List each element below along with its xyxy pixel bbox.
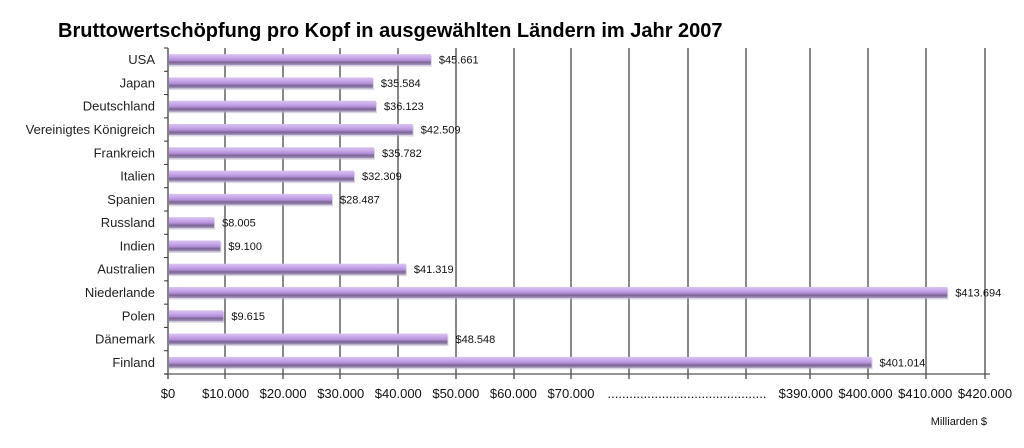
category-label: USA: [128, 52, 155, 67]
x-tick-label: $60.000: [490, 386, 537, 401]
bar: [169, 333, 448, 345]
bar: [169, 193, 333, 205]
bar: [169, 287, 948, 298]
value-label: $9.615: [231, 311, 265, 323]
x-tick-label: $400.000: [838, 386, 892, 401]
x-tick-label: $70.000: [548, 386, 595, 401]
category-label: Niederlande: [85, 285, 155, 300]
x-tick-label: $10.000: [202, 386, 249, 401]
category-labels: USA Japan Deutschland Vereinigtes Königreic…: [26, 52, 156, 370]
category-label: Indien: [120, 238, 155, 253]
tick-labels: $0 $10.000 $20.000 $30.000 $40.000 $50.000 $60…: [161, 386, 1012, 401]
axes: [164, 47, 990, 379]
bar: [169, 356, 872, 368]
bar: [169, 147, 375, 159]
bar: [169, 170, 355, 182]
x-axis-unit-label: Milliarden $: [930, 416, 987, 428]
category-label: Dänemark: [95, 332, 155, 347]
x-tick-label: $50.000: [432, 386, 479, 401]
bar: [169, 54, 431, 66]
bar: [169, 263, 406, 275]
value-label: $28.487: [340, 194, 380, 206]
gridlines: [224, 48, 986, 374]
value-label: $48.548: [455, 334, 495, 346]
value-label: $8.005: [222, 218, 256, 230]
chart-title: Bruttowertschöpfung pro Kopf in ausgewäh…: [58, 20, 723, 42]
category-label: Polen: [122, 308, 155, 323]
value-label: $9.100: [228, 241, 262, 253]
bar: [169, 100, 376, 112]
bar: [169, 124, 413, 135]
bar: [169, 310, 224, 322]
x-tick-label: $0: [161, 386, 175, 401]
category-label: Spanien: [107, 192, 155, 207]
axis-break-label: ........................................…: [608, 386, 767, 401]
bars: [169, 54, 949, 370]
category-label: Japan: [120, 75, 155, 90]
x-tick-label: $40.000: [375, 386, 422, 401]
value-label: $41.319: [414, 264, 454, 276]
value-label: $45.661: [439, 55, 479, 67]
bar: [169, 240, 221, 252]
category-label: Frankreich: [94, 145, 155, 160]
value-label: $35.782: [382, 148, 422, 160]
value-label: $413.694: [955, 288, 1001, 300]
x-tick-label: $410.000: [898, 386, 952, 401]
x-tick-label: $420.000: [958, 386, 1012, 401]
category-label: Deutschland: [83, 99, 155, 114]
value-label: $401.014: [880, 357, 926, 369]
value-labels: $45.661 $35.584 $36.123 $42.509 $35.782 $32.3…: [222, 55, 1001, 370]
category-label: Australien: [97, 262, 155, 277]
category-label: Vereinigtes Königreich: [26, 122, 155, 137]
x-tick-label: $20.000: [260, 386, 307, 401]
category-label: Russland: [101, 215, 155, 230]
category-label: Finland: [112, 355, 155, 370]
value-label: $35.584: [381, 78, 421, 90]
value-label: $42.509: [421, 125, 461, 137]
x-tick-label: $30.000: [317, 386, 364, 401]
bar: [169, 217, 215, 229]
value-label: $36.123: [384, 101, 424, 113]
bar: [169, 77, 373, 89]
category-label: Italien: [120, 169, 155, 184]
x-tick-label: $390.000: [779, 386, 833, 401]
value-label: $32.309: [362, 171, 402, 183]
